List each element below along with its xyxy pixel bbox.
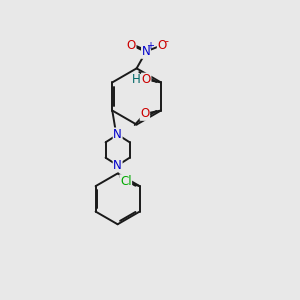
Text: N: N (142, 45, 150, 58)
Text: -: - (165, 36, 169, 46)
Text: H: H (132, 73, 141, 86)
Text: +: + (146, 41, 154, 51)
Text: O: O (127, 39, 136, 52)
Text: O: O (158, 39, 167, 52)
Text: O: O (140, 107, 149, 120)
Text: Cl: Cl (120, 175, 131, 188)
Text: N: N (113, 128, 122, 141)
Text: O: O (142, 73, 151, 86)
Text: N: N (113, 159, 122, 172)
